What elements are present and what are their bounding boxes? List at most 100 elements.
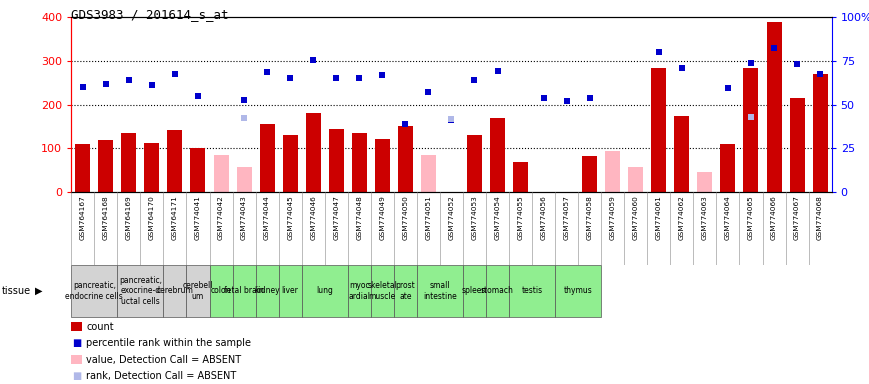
- Bar: [605, 151, 620, 192]
- Text: tissue: tissue: [2, 286, 31, 296]
- Text: GSM774065: GSM774065: [748, 195, 754, 240]
- Bar: [375, 139, 390, 192]
- Text: percentile rank within the sample: percentile rank within the sample: [86, 338, 251, 348]
- Bar: [236, 167, 251, 192]
- Text: thymus: thymus: [564, 286, 593, 295]
- Bar: [306, 113, 321, 192]
- Bar: [117, 265, 163, 317]
- Text: GSM774062: GSM774062: [679, 195, 685, 240]
- Text: GSM774061: GSM774061: [656, 195, 662, 240]
- Bar: [214, 155, 229, 192]
- Bar: [628, 167, 643, 192]
- Bar: [302, 265, 348, 317]
- Text: small
intestine: small intestine: [423, 281, 457, 301]
- Text: GSM774055: GSM774055: [518, 195, 523, 240]
- Text: GSM774063: GSM774063: [702, 195, 708, 240]
- Text: liver: liver: [282, 286, 299, 295]
- Bar: [398, 126, 413, 192]
- Bar: [76, 144, 90, 192]
- Text: GSM774053: GSM774053: [472, 195, 477, 240]
- Bar: [98, 140, 113, 192]
- Text: ■: ■: [72, 371, 81, 381]
- Text: GSM774044: GSM774044: [264, 195, 270, 240]
- Text: GSM764167: GSM764167: [80, 195, 86, 240]
- Bar: [513, 162, 528, 192]
- Bar: [190, 148, 205, 192]
- Bar: [71, 265, 117, 317]
- Bar: [486, 265, 509, 317]
- Text: ■: ■: [72, 338, 81, 348]
- Bar: [255, 265, 279, 317]
- Bar: [744, 68, 759, 192]
- Bar: [394, 265, 417, 317]
- Text: GSM774054: GSM774054: [494, 195, 501, 240]
- Text: GSM774066: GSM774066: [771, 195, 777, 240]
- Text: GSM774060: GSM774060: [633, 195, 639, 240]
- Bar: [348, 265, 371, 317]
- Text: GSM764168: GSM764168: [103, 195, 109, 240]
- Text: GSM774068: GSM774068: [817, 195, 823, 240]
- Text: lung: lung: [316, 286, 333, 295]
- Bar: [279, 265, 302, 317]
- Text: GSM774047: GSM774047: [333, 195, 339, 240]
- Bar: [720, 144, 735, 192]
- Bar: [582, 156, 597, 192]
- Text: GSM774057: GSM774057: [564, 195, 570, 240]
- Bar: [766, 22, 781, 192]
- Bar: [463, 265, 486, 317]
- Text: prost
ate: prost ate: [395, 281, 415, 301]
- Bar: [209, 265, 233, 317]
- Bar: [371, 265, 394, 317]
- Text: GSM774041: GSM774041: [195, 195, 201, 240]
- Bar: [233, 265, 255, 317]
- Bar: [187, 265, 209, 317]
- Text: GSM774042: GSM774042: [218, 195, 224, 240]
- Text: GSM764169: GSM764169: [126, 195, 132, 240]
- Text: GSM774049: GSM774049: [380, 195, 385, 240]
- Text: fetal brain: fetal brain: [224, 286, 264, 295]
- Bar: [509, 265, 555, 317]
- Text: GSM774043: GSM774043: [241, 195, 247, 240]
- Text: testis: testis: [521, 286, 542, 295]
- Bar: [555, 265, 601, 317]
- Bar: [163, 265, 187, 317]
- Text: GSM774051: GSM774051: [426, 195, 431, 240]
- Bar: [328, 129, 344, 192]
- Text: cerebrum: cerebrum: [156, 286, 194, 295]
- Text: kidney: kidney: [255, 286, 280, 295]
- Bar: [282, 135, 298, 192]
- Text: GSM774046: GSM774046: [310, 195, 316, 240]
- Text: count: count: [86, 322, 114, 332]
- Text: GSM764170: GSM764170: [149, 195, 155, 240]
- Bar: [813, 74, 827, 192]
- Bar: [674, 116, 689, 192]
- Text: colon: colon: [211, 286, 231, 295]
- Text: myoc
ardial: myoc ardial: [348, 281, 370, 301]
- Bar: [490, 118, 505, 192]
- Text: ▶: ▶: [35, 286, 43, 296]
- Text: GSM774067: GSM774067: [794, 195, 800, 240]
- Bar: [352, 133, 367, 192]
- Text: GDS3983 / 201614_s_at: GDS3983 / 201614_s_at: [71, 8, 229, 21]
- Text: GSM774058: GSM774058: [587, 195, 593, 240]
- Text: GSM774052: GSM774052: [448, 195, 454, 240]
- Text: skeletal
muscle: skeletal muscle: [368, 281, 397, 301]
- Text: GSM774056: GSM774056: [541, 195, 547, 240]
- Text: spleen: spleen: [461, 286, 488, 295]
- Bar: [417, 265, 463, 317]
- Bar: [698, 172, 713, 192]
- Text: GSM774050: GSM774050: [402, 195, 408, 240]
- Text: cerebell
um: cerebell um: [182, 281, 213, 301]
- Text: pancreatic,
endocrine cells: pancreatic, endocrine cells: [65, 281, 123, 301]
- Text: value, Detection Call = ABSENT: value, Detection Call = ABSENT: [86, 354, 242, 364]
- Bar: [144, 143, 159, 192]
- Text: pancreatic,
exocrine-d
uctal cells: pancreatic, exocrine-d uctal cells: [119, 276, 162, 306]
- Bar: [467, 135, 482, 192]
- Bar: [168, 129, 182, 192]
- Bar: [421, 155, 436, 192]
- Bar: [260, 124, 275, 192]
- Text: GSM774059: GSM774059: [610, 195, 616, 240]
- Bar: [652, 68, 667, 192]
- Text: GSM774045: GSM774045: [287, 195, 293, 240]
- Text: GSM774048: GSM774048: [356, 195, 362, 240]
